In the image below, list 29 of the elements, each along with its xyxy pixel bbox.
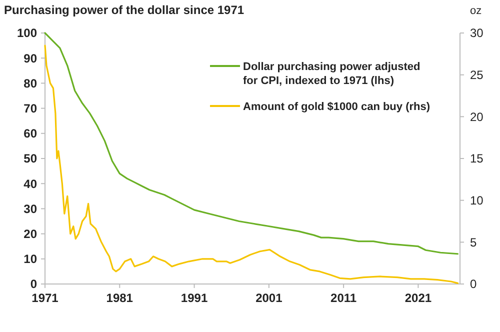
y-tick-label: 80 [24,76,38,90]
line-series [44,32,459,255]
y2-tick-label: 30 [470,26,484,40]
y-tick-label: 60 [24,126,38,141]
y-tick-label: 100 [16,26,38,40]
x-tick-label: 1991 [180,291,208,305]
y2-axis-title: oz [470,5,482,17]
y2-tick-label: 20 [470,110,484,124]
y-tick-label: 90 [24,51,38,66]
y-tick-label: 0 [30,277,38,292]
y2-tick-label: 15 [470,152,484,166]
y-tick-label: 70 [24,102,38,116]
x-tick-label: 2001 [256,291,283,305]
y-tick-label: 50 [24,152,38,166]
y2-tick-label: 5 [470,235,477,250]
chart-title: Purchasing power of the dollar since 1971 [4,3,244,17]
legend-label: Dollar purchasing power adjusted for CPI, indexed to 1971 (lhs) [243,61,420,87]
legend-label: Amount of gold $1000 can buy (rhs) [243,101,430,113]
y-tick-label: 40 [24,176,38,191]
y2-tick-label: 0 [470,277,477,292]
x-tick-label: 1971 [32,291,59,305]
y-tick-label: 10 [24,252,38,266]
x-tick-label: 2021 [404,291,432,305]
y-tick-label: 30 [24,202,38,216]
x-tick-label: 1981 [106,291,134,305]
x-tick-label: 2011 [330,291,357,305]
y2-tick-label: 25 [470,68,484,82]
y-tick-label: 20 [24,227,38,241]
y2-tick-label: 10 [470,194,484,208]
